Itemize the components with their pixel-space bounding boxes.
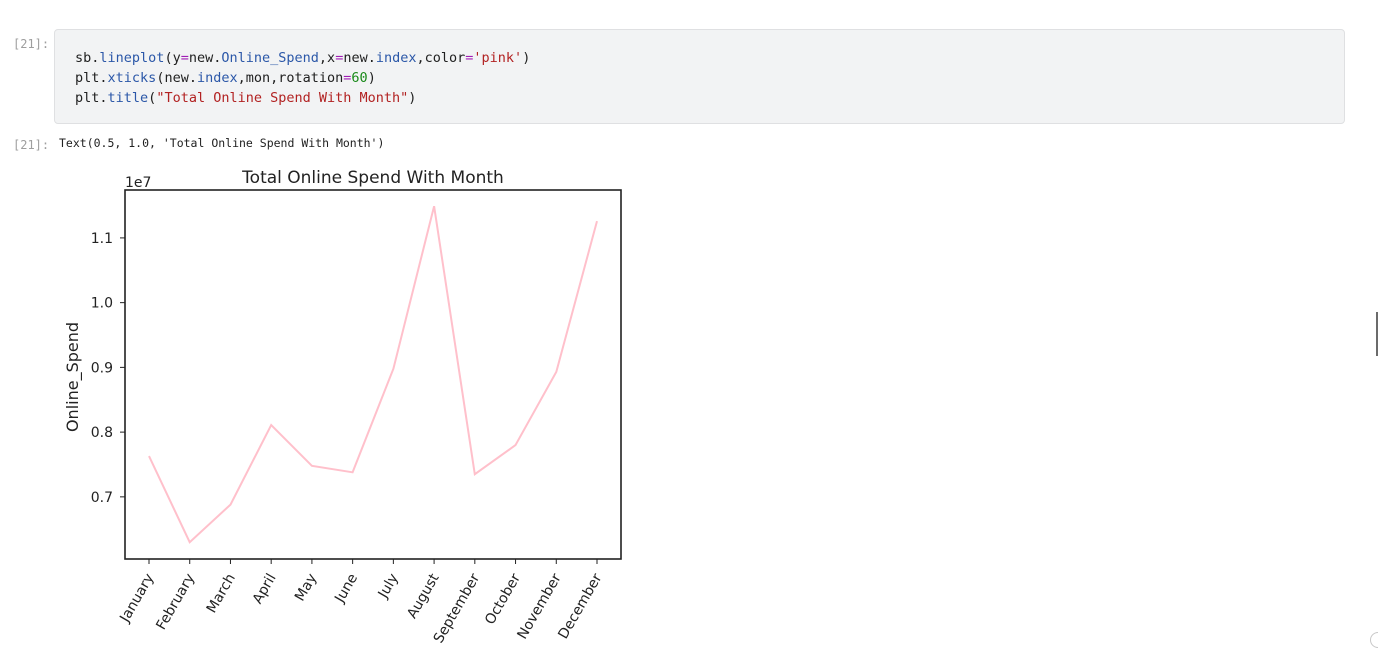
code-token: =: [180, 50, 189, 66]
code-token: index: [375, 50, 417, 66]
series-line-online-spend: [148, 205, 598, 544]
code-token: new: [188, 50, 214, 66]
code-editor[interactable]: sb.lineplot(y=new.Online_Spend,x=new.ind…: [54, 29, 1345, 124]
x-tick-label: May: [292, 571, 320, 604]
code-line: plt.title("Total Online Spend With Month…: [75, 88, 1344, 108]
code-token: .: [99, 70, 108, 86]
status-circle-icon: [1370, 632, 1378, 648]
axes-frame: [124, 189, 622, 560]
code-token: =: [343, 70, 352, 86]
code-token: =: [465, 50, 474, 66]
x-tick-label: August: [404, 571, 443, 622]
code-token: lineplot: [99, 50, 165, 66]
chart-title: Total Online Spend With Month: [241, 168, 504, 188]
code-token: title: [107, 90, 149, 106]
code-token: 'pink': [473, 50, 523, 66]
code-token: .: [91, 50, 100, 66]
code-token: .: [188, 70, 197, 86]
code-token: ,x: [318, 50, 336, 66]
code-token: index: [196, 70, 238, 86]
code-token: 60: [351, 70, 368, 86]
code-token: plt: [75, 90, 100, 106]
code-token: (: [148, 90, 157, 106]
code-token: ): [408, 90, 417, 106]
code-token: =: [335, 50, 344, 66]
code-token: "Total Online Spend With Month": [156, 90, 409, 106]
y-tick-label: 1.0: [91, 296, 113, 312]
code-token: .: [213, 50, 222, 66]
y-ticks: 0.7 0.8 0.9 1.0 1.1: [91, 231, 125, 506]
output-prompt: [21]:: [13, 138, 50, 152]
x-tick-label: June: [331, 571, 361, 606]
x-tick-label: January: [117, 571, 158, 626]
code-token: (new: [156, 70, 189, 86]
code-token: (y: [164, 50, 181, 66]
output-text: Text(0.5, 1.0, 'Total Online Spend With …: [59, 136, 385, 150]
y-offset-label: 1e7: [125, 175, 151, 191]
x-tick-label: July: [375, 571, 402, 602]
input-prompt: [21]:: [13, 37, 50, 51]
code-token: .: [99, 90, 108, 106]
y-axis-label: Online_Spend: [63, 322, 83, 432]
x-tick-label: March: [204, 571, 239, 616]
code-token: ): [522, 50, 531, 66]
y-tick-label: 0.8: [91, 425, 113, 441]
code-token: ,color: [416, 50, 466, 66]
code-token: ,mon,rotation: [237, 70, 344, 86]
scrollbar-thumb[interactable]: [1376, 312, 1378, 356]
y-tick-label: 1.1: [91, 231, 113, 247]
y-tick-label: 0.7: [91, 490, 113, 506]
x-tick-label: October: [482, 571, 524, 628]
code-token: .: [367, 50, 376, 66]
x-tick-label: April: [250, 571, 280, 607]
y-tick-label: 0.9: [91, 360, 113, 376]
x-tick-label: February: [153, 571, 198, 633]
code-token: new: [343, 50, 368, 66]
code-token: plt: [75, 70, 100, 86]
code-token: Online_Spend: [221, 50, 319, 66]
code-token: xticks: [107, 70, 157, 86]
code-line: plt.xticks(new.index,mon,rotation=60): [75, 68, 1344, 88]
code-line: sb.lineplot(y=new.Online_Spend,x=new.ind…: [75, 48, 1344, 68]
code-token: ): [367, 70, 376, 86]
code-token: sb: [75, 50, 92, 66]
line-chart: Total Online Spend With Month 1e7 Online…: [63, 168, 622, 646]
